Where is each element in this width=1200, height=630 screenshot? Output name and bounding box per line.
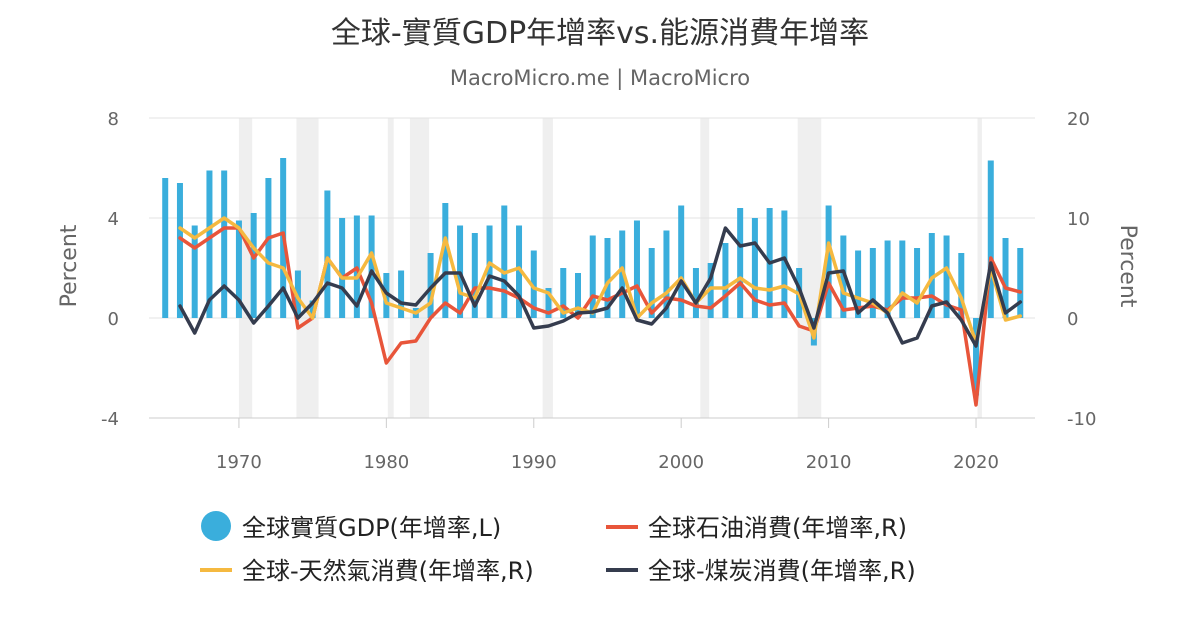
gdp-bar: [530, 250, 537, 318]
gdp-bar: [368, 215, 375, 318]
series-line: [178, 226, 1023, 348]
gdp-bar: [722, 243, 729, 318]
legend-label: 全球-天然氣消費(年增率,R): [242, 557, 534, 585]
x-tick-label: 2020: [953, 452, 999, 473]
y-right-tick-label: 10: [1067, 209, 1090, 230]
x-tick-label: 2000: [658, 452, 704, 473]
gdp-bar: [604, 238, 611, 318]
x-ticks: 1970 1980 1990 2000 2010 2020: [216, 418, 999, 473]
gdp-bar: [471, 233, 478, 318]
chart-title: 全球-實質GDP年增率vs.能源消費年增率: [331, 16, 869, 51]
recession-band: [387, 118, 394, 418]
gdp-bar: [162, 178, 169, 318]
gdp-bar: [678, 205, 685, 318]
gdp-bar: [943, 235, 950, 318]
recession-band: [542, 118, 553, 418]
left-axis-title: Percent: [57, 224, 82, 307]
x-tick-label: 1970: [216, 452, 262, 473]
gdp-bar: [648, 248, 655, 318]
gdp-bar: [191, 225, 198, 318]
gdp-bar: [1017, 248, 1024, 318]
gdp-bar: [574, 273, 581, 318]
y-right-tick-label: 20: [1067, 109, 1090, 130]
right-y-ticks: 20 10 0 -10: [1067, 109, 1096, 430]
recession-band: [409, 118, 430, 418]
gdp-bar: [383, 273, 390, 318]
x-tick-label: 1980: [363, 452, 409, 473]
gdp-bar: [884, 240, 891, 318]
gdp-bar: [987, 160, 994, 318]
recession-bands: [238, 118, 982, 418]
gdp-bar: [206, 170, 213, 318]
gdp-bar: [958, 253, 965, 318]
gdp-bar: [855, 250, 862, 318]
gdp-bar: [221, 170, 228, 318]
gdp-bar: [914, 248, 921, 318]
y-right-tick-label: 0: [1067, 309, 1078, 330]
y-left-tick-label: 8: [108, 109, 119, 130]
gdp-bar: [516, 225, 523, 318]
gdp-bar: [751, 218, 758, 318]
gdp-bar: [560, 268, 567, 318]
y-left-tick-label: 0: [108, 309, 119, 330]
gdp-bar: [899, 240, 906, 318]
gdp-bar: [501, 205, 508, 318]
legend-marker-circle: [201, 511, 231, 541]
gdp-bar: [869, 248, 876, 318]
gdp-bar: [840, 235, 847, 318]
gdp-bar: [427, 253, 434, 318]
legend: 全球實質GDP(年增率,L) 全球石油消費(年增率,R) 全球-天然氣消費(年增率,…: [200, 511, 916, 585]
gdp-bar: [973, 318, 980, 396]
y-left-tick-label: 4: [108, 209, 119, 230]
gdp-bar: [589, 235, 596, 318]
gdp-bar: [398, 270, 405, 318]
gdp-bar: [235, 220, 242, 318]
right-axis-title: Percent: [1115, 225, 1140, 308]
gdp-bar: [633, 220, 640, 318]
y-left-tick-label: -4: [101, 409, 119, 430]
gdp-bar: [619, 230, 626, 318]
left-y-ticks: 8 4 0 -4: [101, 109, 119, 430]
gdp-bar: [1002, 238, 1009, 318]
gdp-bar: [781, 210, 788, 318]
chart-subtitle: MacroMicro.me | MacroMicro: [450, 66, 750, 91]
recession-band: [238, 118, 253, 418]
gdp-bar: [324, 190, 331, 318]
gdp-bar: [825, 205, 832, 318]
series-lines: [178, 216, 1023, 407]
gdp-bar: [176, 183, 183, 318]
recession-band: [296, 118, 319, 418]
gdp-bar: [486, 225, 493, 318]
legend-label: 全球石油消費(年增率,R): [648, 514, 907, 542]
gdp-bar: [309, 300, 316, 318]
gdp-bar: [692, 268, 699, 318]
gdp-bar: [737, 208, 744, 318]
recession-band: [977, 118, 982, 418]
gdp-bar: [265, 178, 272, 318]
gdp-bar: [663, 230, 670, 318]
legend-label: 全球-煤炭消費(年增率,R): [648, 557, 916, 585]
gdp-bar: [545, 288, 552, 318]
recession-band: [700, 118, 710, 418]
legend-label: 全球實質GDP(年增率,L): [242, 514, 501, 542]
x-tick-label: 2010: [806, 452, 852, 473]
gdp-bar: [442, 203, 449, 318]
y-right-tick-label: -10: [1067, 409, 1096, 430]
gdp-bar: [928, 233, 935, 318]
x-tick-label: 1990: [511, 452, 557, 473]
gdp-bar: [250, 213, 257, 318]
gdp-bar: [339, 218, 346, 318]
